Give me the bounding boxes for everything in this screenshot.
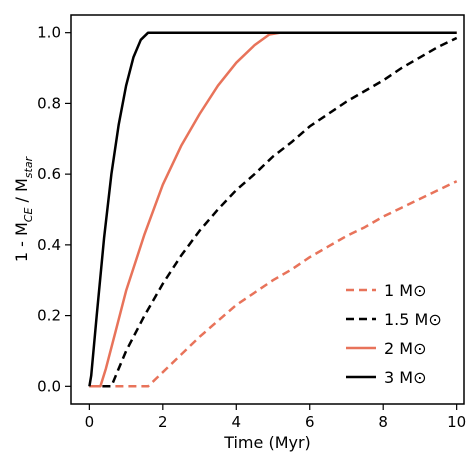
- legend-label: 1.5 M⊙: [384, 310, 442, 329]
- x-tick-label: 10: [447, 413, 466, 431]
- y-tick-label: 1.0: [37, 24, 61, 42]
- x-axis-label: Time (Myr): [223, 433, 311, 452]
- x-tick-label: 8: [378, 413, 388, 431]
- x-tick-label: 4: [232, 413, 242, 431]
- x-tick-label: 6: [305, 413, 315, 431]
- x-tick-label: 0: [85, 413, 95, 431]
- y-tick-label: 0.4: [37, 236, 61, 254]
- legend-label: 2 M⊙: [384, 339, 426, 358]
- y-tick-label: 0.2: [37, 307, 61, 325]
- legend-label: 1 M⊙: [384, 281, 426, 300]
- y-tick-label: 0.0: [37, 377, 61, 395]
- x-axis: 0 2 4 6 8 10: [85, 404, 466, 431]
- series-line-1: [89, 36, 458, 388]
- y-axis: 0.0 0.2 0.4 0.6 0.8 1.0: [37, 24, 71, 395]
- plot-lines: [88, 31, 458, 388]
- y-axis-label: 1 - MCE / Mstar: [12, 155, 35, 262]
- x-tick-label: 2: [158, 413, 168, 431]
- series-line-3: [88, 31, 457, 387]
- series-line-2: [89, 31, 457, 388]
- y-tick-label: 0.8: [37, 94, 61, 112]
- plot-frame: [70, 14, 465, 405]
- legend: 1 M⊙ 1.5 M⊙ 2 M⊙ 3 M⊙: [346, 281, 442, 387]
- y-tick-label: 0.6: [37, 165, 61, 183]
- series-line-0: [89, 180, 458, 388]
- legend-label: 3 M⊙: [384, 368, 426, 387]
